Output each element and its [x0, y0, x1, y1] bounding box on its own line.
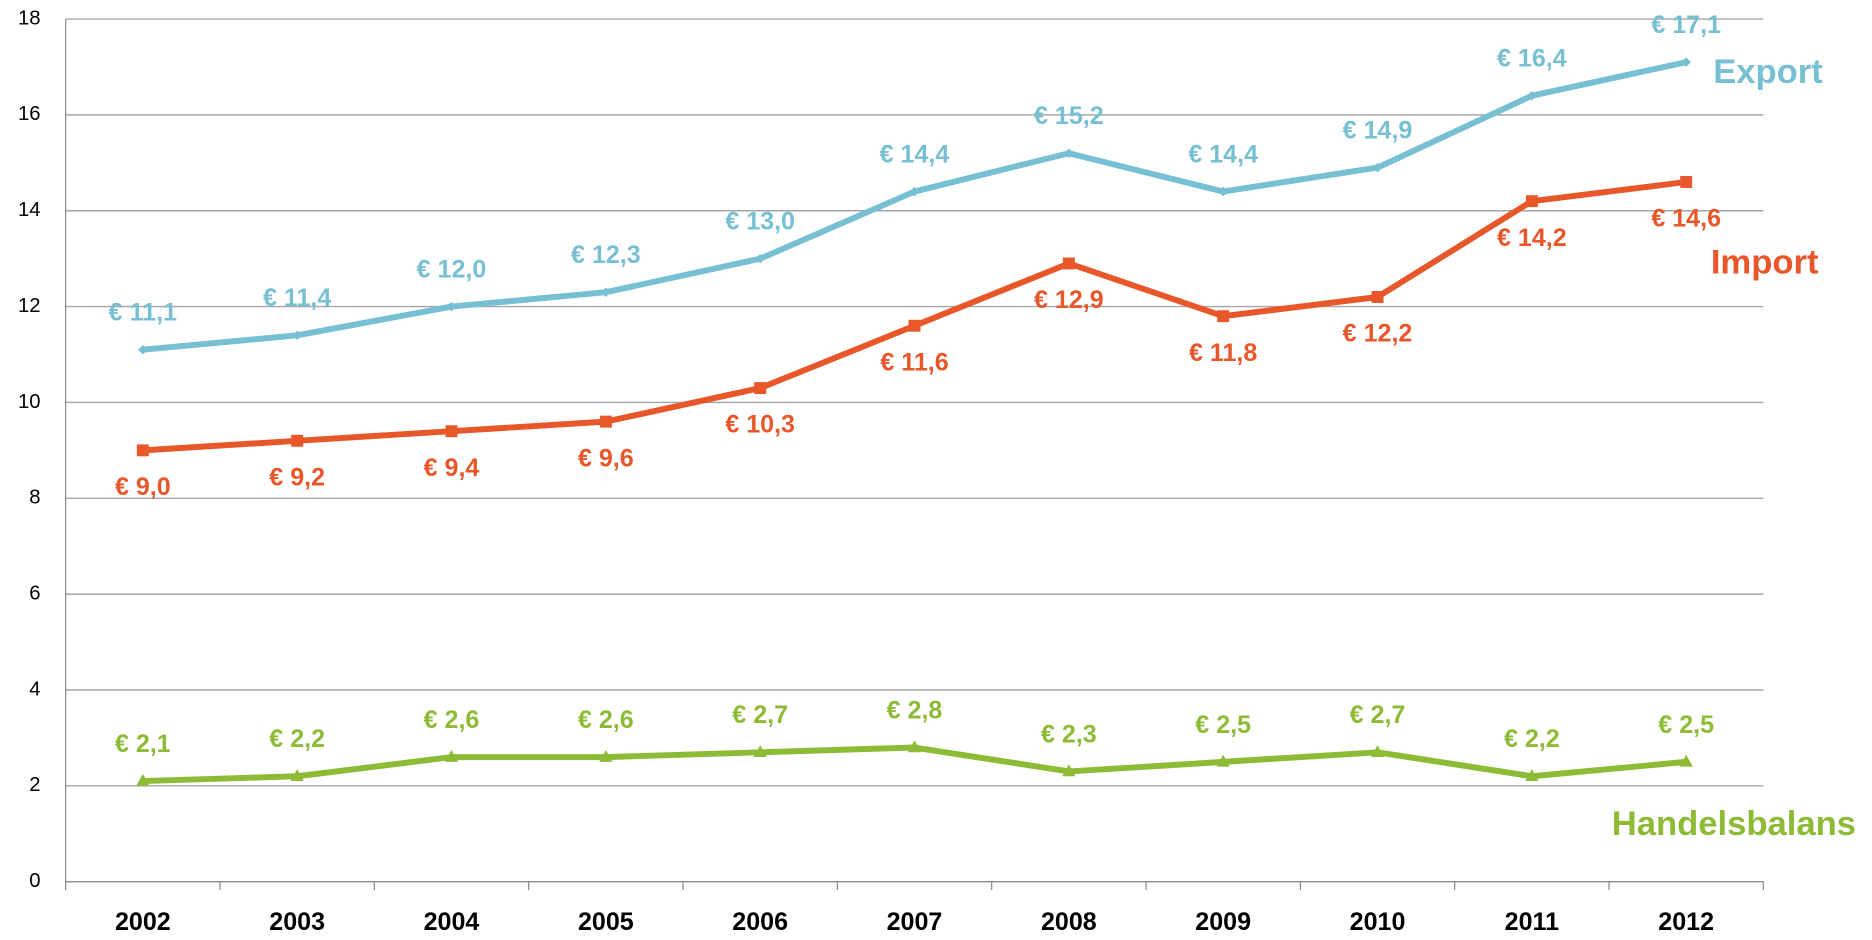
- value-label: € 11,8: [1189, 339, 1257, 367]
- point: [136, 773, 150, 786]
- value-label: € 9,0: [115, 473, 171, 501]
- point: [138, 344, 148, 355]
- point: [290, 769, 304, 782]
- point: [136, 444, 149, 457]
- series-line: [142, 179, 1687, 454]
- value-label: € 13,0: [725, 208, 795, 236]
- value-label: € 2,1: [115, 730, 171, 758]
- y-tick-label: 12: [18, 295, 41, 317]
- y-tick-label: 16: [18, 103, 41, 125]
- x-tick-label: 2010: [1350, 908, 1406, 936]
- y-tick-label: 4: [29, 678, 40, 700]
- value-label: € 2,6: [578, 706, 634, 734]
- value-label: € 2,8: [887, 696, 943, 724]
- point: [1216, 754, 1230, 767]
- x-tick-label: 2003: [269, 908, 325, 936]
- point: [1527, 90, 1537, 101]
- point: [908, 319, 921, 332]
- point: [909, 186, 920, 197]
- point: [755, 253, 765, 264]
- point: [1217, 310, 1230, 323]
- point: [1525, 195, 1538, 208]
- series-line: [142, 744, 1687, 785]
- x-tick-label: 2012: [1658, 908, 1714, 936]
- value-label: € 11,6: [880, 348, 948, 376]
- point: [599, 415, 612, 428]
- value-label: € 2,2: [269, 725, 325, 753]
- value-label: € 14,6: [1651, 205, 1721, 233]
- value-label: € 14,2: [1497, 224, 1567, 252]
- point: [446, 301, 457, 312]
- x-tick-label: 2011: [1505, 908, 1559, 936]
- point: [1680, 176, 1693, 188]
- point: [1525, 769, 1539, 782]
- point: [1218, 186, 1228, 197]
- x-tick-label: 2004: [424, 908, 480, 936]
- value-label: € 11,1: [109, 299, 177, 327]
- value-label: € 9,4: [424, 454, 480, 482]
- point: [754, 382, 767, 395]
- point: [291, 434, 304, 447]
- y-tick-label: 0: [29, 870, 40, 892]
- x-tick-label: 2005: [578, 908, 634, 936]
- point: [444, 749, 459, 762]
- value-label: € 14,4: [1188, 141, 1258, 169]
- value-label: € 9,6: [578, 444, 634, 472]
- value-label: € 12,0: [417, 256, 487, 284]
- point: [1370, 745, 1385, 758]
- point: [1679, 754, 1693, 767]
- x-tick-label: 2006: [732, 908, 788, 936]
- value-label: € 10,3: [725, 411, 795, 439]
- point: [1372, 162, 1383, 173]
- value-label: € 12,9: [1034, 286, 1104, 314]
- point: [1062, 764, 1076, 777]
- value-label: € 2,7: [1350, 701, 1406, 729]
- value-label: € 12,2: [1343, 320, 1413, 348]
- point: [1064, 148, 1074, 158]
- y-tick-label: 14: [18, 199, 41, 221]
- x-tick-label: 2002: [115, 908, 171, 936]
- y-tick-label: 8: [29, 487, 40, 509]
- value-label: € 2,3: [1041, 720, 1097, 748]
- point: [1371, 291, 1384, 303]
- value-label: € 15,2: [1034, 102, 1104, 130]
- value-label: € 2,7: [732, 701, 788, 729]
- value-label: € 2,5: [1195, 711, 1251, 739]
- value-label: € 9,2: [269, 463, 325, 491]
- value-label: € 14,9: [1343, 117, 1413, 145]
- point: [445, 425, 458, 438]
- value-label: € 17,1: [1651, 11, 1721, 39]
- x-tick-label: 2008: [1041, 908, 1097, 936]
- y-tick-label: 2: [29, 774, 40, 796]
- series-label: Handelsbalans: [1612, 805, 1856, 843]
- value-label: € 16,4: [1497, 45, 1567, 73]
- y-tick-label: 6: [29, 583, 40, 605]
- value-label: € 11,4: [263, 284, 331, 312]
- point: [907, 740, 922, 753]
- value-label: € 14,4: [880, 141, 950, 169]
- y-tick-label: 18: [18, 7, 41, 29]
- value-label: € 2,2: [1504, 725, 1560, 753]
- series-label: Import: [1711, 243, 1819, 281]
- x-tick-label: 2007: [887, 908, 943, 936]
- point: [753, 745, 767, 758]
- x-tick-label: 2009: [1195, 908, 1251, 936]
- point: [1062, 257, 1075, 270]
- value-label: € 12,3: [571, 241, 641, 269]
- value-label: € 2,6: [424, 706, 480, 734]
- y-tick-label: 10: [18, 391, 41, 413]
- point: [599, 749, 613, 762]
- series-label: Export: [1713, 53, 1823, 91]
- value-label: € 2,5: [1658, 711, 1714, 739]
